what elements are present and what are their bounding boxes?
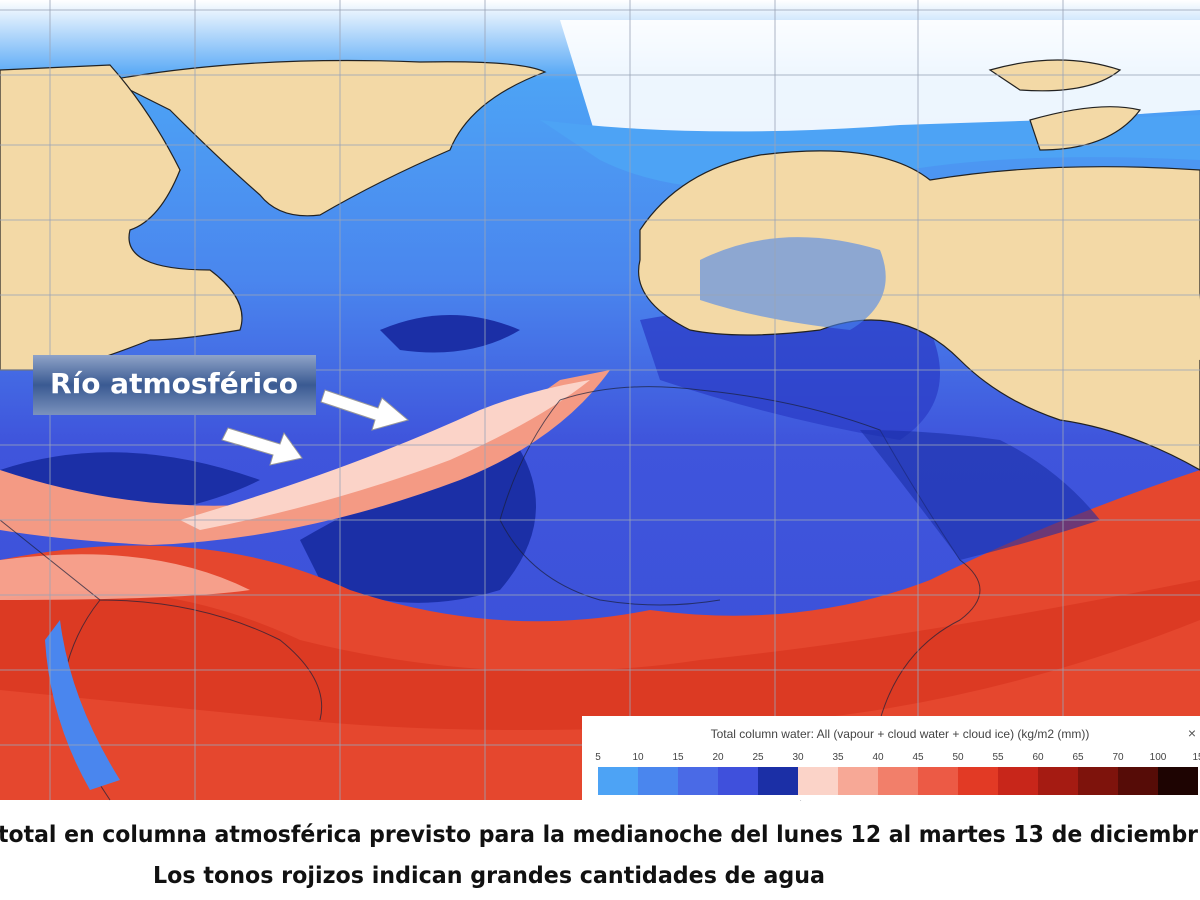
legend-tick-label: 65 [1072,752,1084,763]
legend-swatch [1038,767,1078,795]
legend-swatch [678,767,718,795]
caption-line: total en columna atmosférica previsto pa… [0,822,1199,848]
legend-tick-label: 20 [712,752,724,763]
legend-tick-label: 35 [832,752,844,763]
legend-swatch [878,767,918,795]
greenland [108,59,547,217]
legend: Total column water: All (vapour + cloud … [582,716,1200,800]
legend-tick-label: 25 [752,752,764,763]
legend-tick-label: 50 [952,752,964,763]
arrow [221,427,303,466]
legend-swatch [1118,767,1158,795]
eurasia [638,150,1200,471]
north-america [0,64,243,371]
legend-swatch [998,767,1038,795]
annotation: Río atmosférico [33,355,410,466]
legend-swatch [918,767,958,795]
legend-tick-label: 100 [1150,752,1167,763]
legend-swatch [1158,767,1198,795]
caption-line: Los tonos rojizos indican grandes cantid… [153,863,825,889]
label-text: Río atmosférico [50,367,298,400]
legend-swatch [758,767,798,795]
legend-tick-label: 70 [1112,752,1124,763]
legend-tick-label: 10 [632,752,644,763]
legend-tick-label: 55 [992,752,1004,763]
legend-tick-label: 15 [1192,752,1200,763]
legend-tick-label: 45 [912,752,924,763]
legend-swatch [958,767,998,795]
legend-swatch [718,767,758,795]
close-button[interactable]: × [1188,725,1196,741]
legend-tick-label: 40 [872,752,884,763]
legend-title: Total column water: All (vapour + cloud … [711,727,1090,741]
legend-swatch [598,767,638,795]
legend-tick-label: 15 [672,752,684,763]
legend-swatch [638,767,678,795]
arrow [320,389,410,431]
legend-tick-label: 30 [792,752,804,763]
label-box [33,355,316,415]
legend-swatch [798,767,838,795]
legend-swatch [838,767,878,795]
legend-tick-label: 5 [595,752,601,763]
legend-tick-label: 60 [1032,752,1044,763]
legend-swatch [1078,767,1118,795]
